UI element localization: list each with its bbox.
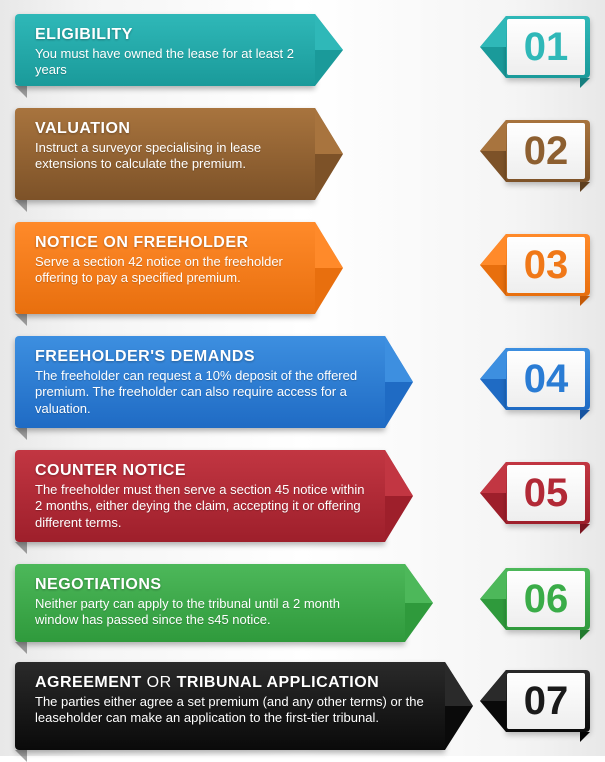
- step-banner: ELIGIBILITY You must have owned the lease…: [15, 14, 315, 86]
- step-7: AGREEMENT OR TRIBUNAL APPLICATION The par…: [15, 662, 590, 750]
- step-description: The parties either agree a set premium (…: [35, 694, 425, 727]
- step-number-text: 06: [507, 571, 585, 627]
- step-description: You must have owned the lease for at lea…: [35, 46, 295, 79]
- step-number-text: 05: [507, 465, 585, 521]
- step-description: Instruct a surveyor specialising in leas…: [35, 140, 295, 173]
- badge-fold: [580, 296, 590, 306]
- step-banner: NOTICE ON FREEHOLDER Serve a section 42 n…: [15, 222, 315, 314]
- step-banner: NEGOTIATIONS Neither party can apply to t…: [15, 564, 405, 642]
- step-description: The freeholder can request a 10% deposit…: [35, 368, 365, 417]
- step-number-badge: 03: [480, 234, 590, 296]
- step-3: NOTICE ON FREEHOLDER Serve a section 42 n…: [15, 222, 590, 314]
- step-description: Neither party can apply to the tribunal …: [35, 596, 385, 629]
- badge-fold: [580, 410, 590, 420]
- step-number: 01: [506, 16, 590, 78]
- step-description: Serve a section 42 notice on the freehol…: [35, 254, 295, 287]
- step-description: The freeholder must then serve a section…: [35, 482, 365, 531]
- badge-fold: [580, 524, 590, 534]
- step-2: VALUATION Instruct a surveyor specialisin…: [15, 108, 590, 200]
- step-6: NEGOTIATIONS Neither party can apply to t…: [15, 564, 590, 642]
- step-title: AGREEMENT OR TRIBUNAL APPLICATION: [35, 674, 425, 692]
- step-number: 06: [506, 568, 590, 630]
- step-title: NEGOTIATIONS: [35, 576, 385, 594]
- step-number-text: 07: [507, 673, 585, 729]
- step-number-badge: 05: [480, 462, 590, 524]
- step-banner: VALUATION Instruct a surveyor specialisin…: [15, 108, 315, 200]
- step-title: ELIGIBILITY: [35, 26, 295, 44]
- step-number-badge: 06: [480, 568, 590, 630]
- badge-fold: [580, 732, 590, 742]
- step-title: FREEHOLDER'S DEMANDS: [35, 348, 365, 366]
- step-title: NOTICE ON FREEHOLDER: [35, 234, 295, 252]
- step-number: 02: [506, 120, 590, 182]
- step-number-badge: 07: [480, 670, 590, 732]
- step-4: FREEHOLDER'S DEMANDS The freeholder can r…: [15, 336, 590, 428]
- step-title: COUNTER NOTICE: [35, 462, 365, 480]
- step-5: COUNTER NOTICE The freeholder must then s…: [15, 450, 590, 542]
- step-number-text: 02: [507, 123, 585, 179]
- step-number: 05: [506, 462, 590, 524]
- step-title: VALUATION: [35, 120, 295, 138]
- step-1: ELIGIBILITY You must have owned the lease…: [15, 14, 590, 86]
- step-banner: FREEHOLDER'S DEMANDS The freeholder can r…: [15, 336, 385, 428]
- step-number-badge: 01: [480, 16, 590, 78]
- step-number-text: 03: [507, 237, 585, 293]
- step-banner: COUNTER NOTICE The freeholder must then s…: [15, 450, 385, 542]
- step-number-badge: 02: [480, 120, 590, 182]
- step-number: 07: [506, 670, 590, 732]
- badge-fold: [580, 630, 590, 640]
- step-number: 04: [506, 348, 590, 410]
- step-number-text: 01: [507, 19, 585, 75]
- step-number-text: 04: [507, 351, 585, 407]
- infographic-container: ELIGIBILITY You must have owned the lease…: [0, 0, 605, 756]
- step-banner: AGREEMENT OR TRIBUNAL APPLICATION The par…: [15, 662, 445, 750]
- badge-fold: [580, 78, 590, 88]
- step-number-badge: 04: [480, 348, 590, 410]
- step-number: 03: [506, 234, 590, 296]
- badge-fold: [580, 182, 590, 192]
